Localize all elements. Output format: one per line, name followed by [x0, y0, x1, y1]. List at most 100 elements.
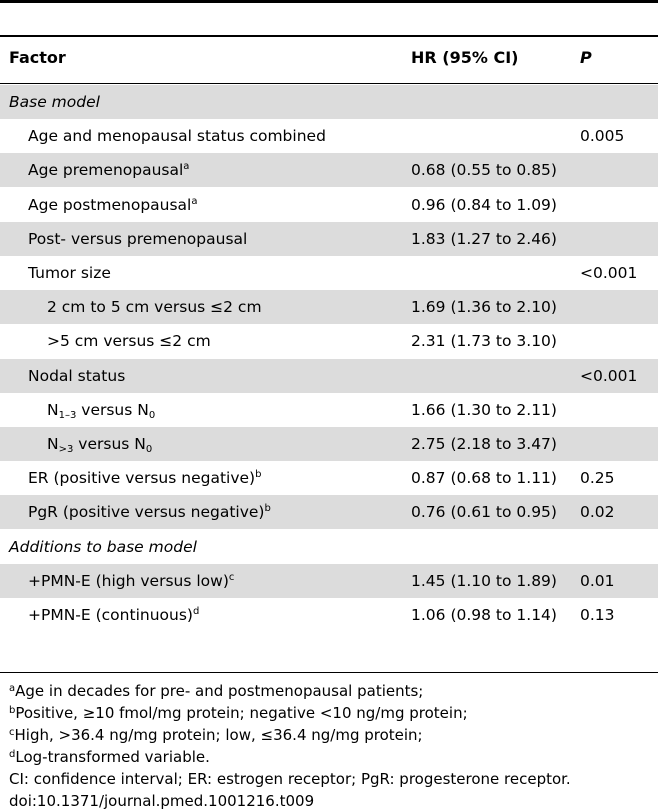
- factor-cell: Age postmenopausala: [28, 188, 198, 222]
- factor-text: +PMN-E (high versus low): [28, 571, 229, 590]
- factor-cell: Age and menopausal status combined: [28, 119, 326, 153]
- table-row: Age premenopausala 0.68 (0.55 to 0.85): [0, 153, 658, 188]
- p-value-cell: 0.13: [580, 606, 615, 624]
- p-value-cell: 0.02: [580, 503, 615, 522]
- factor-cell: +PMN-E (continuous)d: [28, 598, 199, 632]
- table-row: Tumor size <0.001: [0, 256, 658, 290]
- table-row: +PMN-E (continuous)d 1.06 (0.98 to 1.14) 0…: [0, 598, 658, 632]
- table-row: N>3 versus N0 2.75 (2.18 to 3.47): [0, 427, 658, 461]
- factor-text: N: [47, 400, 59, 419]
- hr-cell: 1.06 (0.98 to 1.14): [411, 606, 557, 624]
- hr-cell: 0.96 (0.84 to 1.09): [411, 195, 557, 214]
- factor-cell: ER (positive versus negative)b: [28, 461, 261, 495]
- factor-subscript: 0: [145, 444, 153, 455]
- factor-cell: 2 cm to 5 cm versus ≤2 cm: [47, 290, 262, 324]
- factor-text: 2 cm to 5 cm versus ≤2 cm: [47, 298, 262, 317]
- factor-cell: +PMN-E (high versus low)c: [28, 564, 234, 598]
- table-row: 2 cm to 5 cm versus ≤2 cm 1.69 (1.36 to 2…: [0, 290, 658, 325]
- footnote-line: aAge in decades for pre- and postmenopau…: [9, 680, 571, 702]
- footnote-mark: d: [192, 606, 200, 617]
- p-value-cell: 0.005: [580, 127, 625, 146]
- header-p: P: [580, 48, 592, 67]
- table-top-rule: [0, 0, 658, 3]
- table-row: >5 cm versus ≤2 cm 2.31 (1.73 to 3.10): [0, 324, 658, 358]
- footnote-mark: a: [183, 161, 190, 173]
- header-top-rule: [0, 35, 658, 37]
- table-row: Age and menopausal status combined 0.005: [0, 119, 658, 153]
- factor-text: Additions to base model: [9, 537, 197, 556]
- footnote-mark: c: [9, 727, 15, 738]
- footnote-text: Age in decades for pre- and postmenopaus…: [15, 682, 424, 700]
- factor-text: Tumor size: [28, 264, 111, 282]
- p-value-cell: 0.25: [580, 469, 615, 488]
- hr-cell: 2.75 (2.18 to 3.47): [411, 435, 557, 453]
- footnote-mark: b: [9, 705, 16, 716]
- footnote-mark: d: [9, 749, 16, 760]
- table-row: ER (positive versus negative)b 0.87 (0.68…: [0, 461, 658, 495]
- factor-text: Age premenopausal: [28, 161, 184, 180]
- section-label: Base model: [9, 85, 100, 119]
- footnote-line: CI: confidence interval; ER: estrogen re…: [9, 768, 571, 790]
- factor-cell: N1–3 versus N0: [47, 393, 155, 427]
- footnote-text: High, >36.4 ng/mg protein; low, ≤36.4 ng…: [14, 726, 423, 744]
- factor-text: ER (positive versus negative): [28, 469, 256, 488]
- hr-cell: 1.83 (1.27 to 2.46): [411, 229, 557, 248]
- p-value-cell: <0.001: [580, 264, 638, 282]
- factor-text: +PMN-E (continuous): [28, 606, 193, 624]
- section-row: Additions to base model: [0, 530, 658, 564]
- hr-cell: 2.31 (1.73 to 3.10): [411, 332, 557, 351]
- table-footnotes: aAge in decades for pre- and postmenopau…: [9, 680, 571, 812]
- footnote-text: doi:10.1371/journal.pmed.1001216.t009: [9, 792, 315, 810]
- factor-text: Age postmenopausal: [28, 195, 192, 214]
- p-value-cell: 0.01: [580, 571, 615, 590]
- footnote-mark: a: [9, 683, 16, 694]
- factor-text: Nodal status: [28, 366, 126, 385]
- header-bottom-rule: [0, 83, 658, 84]
- hr-cell: 1.66 (1.30 to 2.11): [411, 400, 557, 419]
- factor-subscript: 1–3: [58, 409, 77, 421]
- p-value-cell: <0.001: [580, 366, 638, 385]
- table-row: Post- versus premenopausal 1.83 (1.27 to …: [0, 221, 658, 256]
- footnote-text: Log-transformed variable.: [15, 748, 210, 766]
- footnote-text: CI: confidence interval; ER: estrogen re…: [9, 770, 571, 788]
- table-row: Nodal status <0.001: [0, 358, 658, 393]
- factor-cell: Age premenopausala: [28, 153, 189, 187]
- hr-cell: 0.76 (0.61 to 0.95): [411, 503, 557, 522]
- table-row: +PMN-E (high versus low)c 1.45 (1.10 to 1…: [0, 563, 658, 598]
- factor-subscript: >3: [58, 444, 74, 455]
- footnote-line: bPositive, ≥10 fmol/mg protein; negative…: [9, 702, 571, 724]
- factor-text: PgR (positive versus negative): [28, 503, 265, 522]
- factor-cell: PgR (positive versus negative)b: [28, 495, 271, 529]
- factor-cell: >5 cm versus ≤2 cm: [47, 324, 211, 358]
- factor-cell: Nodal status: [28, 359, 125, 393]
- footnote-mark: a: [191, 195, 198, 207]
- factor-text: >5 cm versus ≤2 cm: [47, 332, 211, 351]
- section-row: Base model: [0, 85, 658, 119]
- factor-cell: Tumor size: [28, 256, 111, 290]
- factor-text: Post- versus premenopausal: [28, 229, 248, 248]
- factor-subscript: 0: [148, 409, 156, 421]
- footnote-line: dLog-transformed variable.: [9, 746, 571, 768]
- hr-cell: 1.45 (1.10 to 1.89): [411, 571, 557, 590]
- factor-cell: N>3 versus N0: [47, 427, 152, 461]
- footnote-line: doi:10.1371/journal.pmed.1001216.t009: [9, 790, 571, 812]
- section-label: Additions to base model: [9, 530, 197, 564]
- footnote-mark: b: [264, 503, 271, 515]
- table-row: PgR (positive versus negative)b 0.76 (0.6…: [0, 495, 658, 530]
- footnote-mark: b: [255, 469, 262, 481]
- hr-cell: 1.69 (1.36 to 2.10): [411, 298, 557, 317]
- table-bottom-rule: [0, 672, 658, 673]
- table-row: N1–3 versus N0 1.66 (1.30 to 2.11): [0, 393, 658, 427]
- footnote-mark: c: [228, 571, 235, 583]
- factor-cell: Post- versus premenopausal: [28, 222, 247, 256]
- table-row: Age postmenopausala 0.96 (0.84 to 1.09): [0, 188, 658, 222]
- factor-text: Age and menopausal status combined: [28, 127, 326, 146]
- footnote-text: Positive, ≥10 fmol/mg protein; negative …: [15, 704, 468, 722]
- factor-text: N: [47, 435, 59, 453]
- factor-text: versus N: [76, 400, 149, 419]
- hr-cell: 0.68 (0.55 to 0.85): [411, 161, 557, 180]
- hr-cell: 0.87 (0.68 to 1.11): [411, 469, 557, 488]
- factor-text: versus N: [73, 435, 146, 453]
- header-factor: Factor: [9, 48, 66, 67]
- footnote-line: cHigh, >36.4 ng/mg protein; low, ≤36.4 n…: [9, 724, 571, 746]
